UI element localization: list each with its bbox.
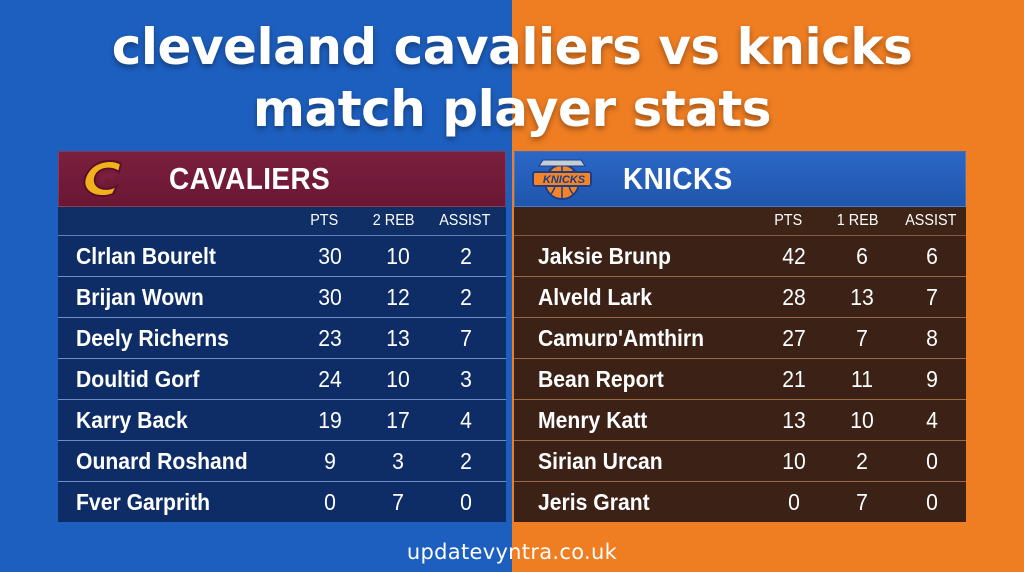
cavaliers-logo-icon <box>77 156 137 206</box>
player-pts: 27 <box>782 324 806 351</box>
player-name: Alveld Lark <box>538 283 653 310</box>
player-name: Deely Richerns <box>76 324 229 351</box>
table-row: Karry Back 19 17 4 <box>58 400 506 441</box>
player-reb: 10 <box>850 406 874 433</box>
table-row: Fver Garprith 0 7 0 <box>58 482 506 522</box>
player-assist: 0 <box>926 488 938 515</box>
player-name: Brijan Wown <box>76 283 204 310</box>
table-row: Doultid Gorf 24 10 3 <box>58 359 506 400</box>
player-assist: 0 <box>460 488 472 515</box>
player-pts: 19 <box>318 406 342 433</box>
player-reb: 11 <box>851 365 873 392</box>
player-assist: 2 <box>460 283 472 310</box>
cavaliers-reb-header: 2 REB <box>372 212 415 229</box>
player-reb: 7 <box>392 488 404 515</box>
table-row: Ounard Roshand 9 3 2 <box>58 441 506 482</box>
player-name: Clrlan Bourelt <box>76 242 216 269</box>
player-pts: 9 <box>324 447 336 474</box>
player-pts: 21 <box>782 365 806 392</box>
player-assist: 4 <box>926 406 938 433</box>
table-row: Deely Richerns 23 13 7 <box>58 318 506 359</box>
player-reb: 2 <box>856 447 868 474</box>
player-assist: 9 <box>926 365 938 392</box>
player-pts: 24 <box>318 365 342 392</box>
table-row: Jeris Grant 0 7 0 <box>514 482 966 522</box>
player-pts: 42 <box>782 242 806 269</box>
player-pts: 30 <box>318 283 342 310</box>
knicks-header: KNICKS KNICKS <box>514 151 966 207</box>
cavaliers-team-name: CAVALIERS <box>169 161 331 196</box>
table-row: Jaksie Brunp 42 6 6 <box>514 236 966 277</box>
footer-site-url: updatevyntra.co.uk <box>406 540 618 564</box>
player-name: Sirian Urcan <box>538 447 663 474</box>
cavaliers-stats-panel: CAVALIERS PTS 2 REB ASSIST Clrlan Bourel… <box>58 151 506 522</box>
table-row: Brijan Wown 30 12 2 <box>58 277 506 318</box>
player-assist: 7 <box>460 324 472 351</box>
player-name: Camurɒ'Amthirn <box>538 324 705 351</box>
cavaliers-assist-header: ASSIST <box>439 212 491 229</box>
knicks-logo-wordmark: KNICKS <box>542 174 586 186</box>
player-assist: 6 <box>926 242 938 269</box>
player-name: Bean Report <box>538 365 664 392</box>
player-pts: 23 <box>318 324 342 351</box>
player-pts: 13 <box>782 406 806 433</box>
player-assist: 2 <box>460 242 472 269</box>
player-reb: 12 <box>386 283 410 310</box>
player-reb: 17 <box>386 406 410 433</box>
player-name: Ounard Roshand <box>76 447 248 474</box>
player-name: Karry Back <box>76 406 188 433</box>
player-reb: 13 <box>850 283 874 310</box>
knicks-rows: Jaksie Brunp 42 6 6 Alveld Lark 28 13 7 Camurɒ… <box>514 236 966 522</box>
player-reb: 10 <box>386 365 410 392</box>
cavaliers-rows: Clrlan Bourelt 30 10 2 Brijan Wown 30 12 2 Dee… <box>58 236 506 522</box>
player-pts: 10 <box>782 447 806 474</box>
knicks-assist-header: ASSIST <box>905 212 957 229</box>
table-row: Camurɒ'Amthirn 27 7 8 <box>514 318 966 359</box>
player-reb: 3 <box>392 447 404 474</box>
knicks-stats-panel: KNICKS KNICKS PTS 1 REB ASSIST Jaksie Br… <box>514 151 966 522</box>
table-row: Clrlan Bourelt 30 10 2 <box>58 236 506 277</box>
player-name: Doultid Gorf <box>76 365 200 392</box>
page-title-line-2: match player stats <box>252 80 772 138</box>
knicks-team-name: KNICKS <box>623 161 733 196</box>
cavaliers-column-headers: PTS 2 REB ASSIST <box>58 207 506 236</box>
player-pts: 30 <box>318 242 342 269</box>
table-row: Sirian Urcan 10 2 0 <box>514 441 966 482</box>
player-pts: 28 <box>782 283 806 310</box>
table-row: Alveld Lark 28 13 7 <box>514 277 966 318</box>
player-reb: 13 <box>386 324 410 351</box>
player-name: Fver Garprith <box>76 488 211 515</box>
player-name: Jeris Grant <box>538 488 650 515</box>
player-assist: 7 <box>926 283 938 310</box>
player-reb: 6 <box>856 242 868 269</box>
player-name: Jaksie Brunp <box>538 242 671 269</box>
player-reb: 10 <box>386 242 410 269</box>
cavaliers-pts-header: PTS <box>310 212 339 229</box>
player-assist: 2 <box>460 447 472 474</box>
player-assist: 3 <box>460 365 472 392</box>
player-assist: 8 <box>926 324 938 351</box>
table-row: Bean Report 21 11 9 <box>514 359 966 400</box>
knicks-basketball-logo-icon: KNICKS <box>529 156 595 206</box>
page-title-line-1: cleveland cavaliers vs knicks <box>111 18 913 76</box>
knicks-pts-header: PTS <box>774 212 803 229</box>
player-pts: 0 <box>788 488 800 515</box>
table-row: Menry Katt 13 10 4 <box>514 400 966 441</box>
knicks-reb-header: 1 REB <box>836 212 879 229</box>
player-pts: 0 <box>324 488 336 515</box>
knicks-column-headers: PTS 1 REB ASSIST <box>514 207 966 236</box>
player-name: Menry Katt <box>538 406 648 433</box>
player-reb: 7 <box>856 488 868 515</box>
player-assist: 0 <box>926 447 938 474</box>
cavaliers-header: CAVALIERS <box>58 151 506 207</box>
player-reb: 7 <box>856 324 868 351</box>
player-assist: 4 <box>460 406 472 433</box>
